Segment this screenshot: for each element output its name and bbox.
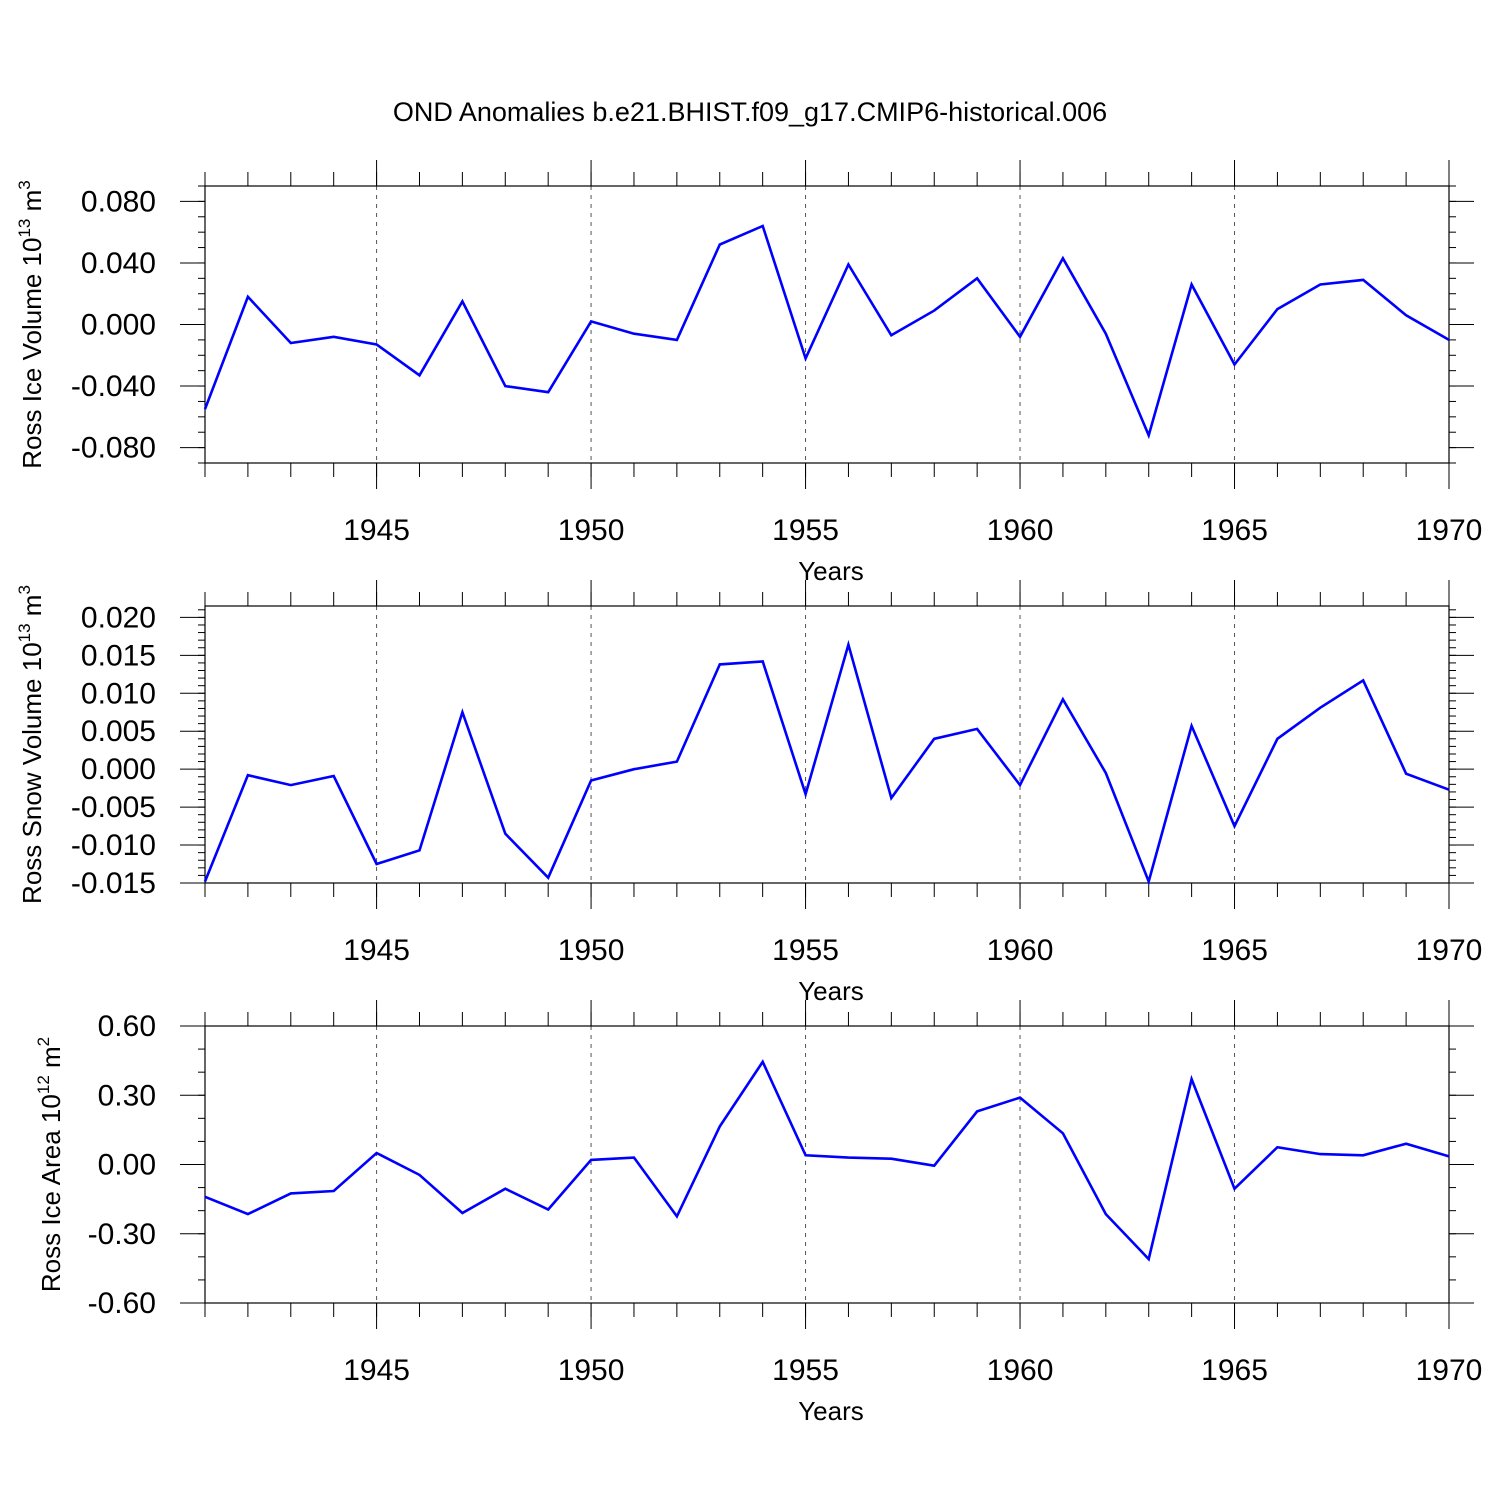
ice-volume-panel: -0.080 -0.040 0.000 0.040 0.080 1945 1950 1955 1… — [15, 160, 1482, 586]
y-axis-label: Ross Ice Volume 1013 m3 — [15, 180, 47, 469]
y-axis-label: Ross Snow Volume 1013 m3 — [15, 585, 47, 904]
y-tick-label: -0.010 — [71, 829, 156, 862]
y-tick-label: -0.080 — [71, 432, 156, 465]
y-tick-label: -0.005 — [71, 791, 156, 824]
x-axis-label: Years — [798, 976, 864, 1006]
plot-frame — [204, 605, 1450, 884]
y-tick-label: 0.00 — [98, 1149, 156, 1182]
y-tick-label: -0.040 — [71, 370, 156, 403]
y-tick-label: 0.60 — [98, 1010, 156, 1043]
x-tick-label: 1960 — [987, 1354, 1054, 1387]
x-tick-label: 1950 — [558, 1354, 625, 1387]
x-tick-label: 1945 — [343, 934, 410, 967]
x-tick-label: 1960 — [987, 934, 1054, 967]
plot-frame — [204, 185, 1450, 464]
plot-frame — [204, 1025, 1450, 1304]
snow-volume-panel: -0.015 -0.010 -0.005 0.000 0.005 0.010 0.015 0.… — [15, 580, 1482, 1006]
y-tick-label: 0.080 — [81, 185, 156, 218]
data-line — [203, 639, 1450, 886]
ice-area-panel: -0.60 -0.30 0.00 0.30 0.60 1945 1950 1955 1960 19… — [34, 1000, 1482, 1426]
x-tick-label: 1950 — [558, 514, 625, 547]
y-tick-label: 0.30 — [98, 1079, 156, 1112]
y-tick-label: -0.60 — [88, 1287, 156, 1320]
x-tick-label: 1945 — [343, 514, 410, 547]
data-line — [203, 224, 1450, 440]
y-tick-label: 0.000 — [81, 309, 156, 342]
y-tick-label: 0.000 — [81, 753, 156, 786]
x-tick-label: 1970 — [1416, 934, 1483, 967]
x-tick-label: 1965 — [1201, 1354, 1268, 1387]
y-tick-label: 0.040 — [81, 247, 156, 280]
x-tick-label: 1970 — [1416, 514, 1483, 547]
x-tick-label: 1955 — [772, 514, 839, 547]
x-axis-label: Years — [798, 1396, 864, 1426]
data-line — [204, 1059, 1450, 1262]
y-tick-label: 0.010 — [81, 677, 156, 710]
y-axis-label: Ross Ice Area 1012 m2 — [34, 1037, 66, 1292]
x-axis-label: Years — [798, 556, 864, 586]
y-tick-label: 0.015 — [81, 639, 156, 672]
x-tick-label: 1945 — [343, 1354, 410, 1387]
x-tick-label: 1960 — [987, 514, 1054, 547]
x-tick-label: 1965 — [1201, 514, 1268, 547]
x-tick-label: 1955 — [772, 1354, 839, 1387]
figure-title: OND Anomalies b.e21.BHIST.f09_g17.CMIP6-… — [392, 97, 1108, 127]
y-tick-label: -0.30 — [88, 1218, 156, 1251]
y-tick-label: -0.015 — [71, 867, 156, 900]
x-tick-label: 1970 — [1416, 1354, 1483, 1387]
x-tick-label: 1965 — [1201, 934, 1268, 967]
y-tick-label: 0.020 — [81, 601, 156, 634]
x-tick-label: 1955 — [772, 934, 839, 967]
y-tick-label: 0.005 — [81, 715, 156, 748]
x-tick-label: 1950 — [558, 934, 625, 967]
